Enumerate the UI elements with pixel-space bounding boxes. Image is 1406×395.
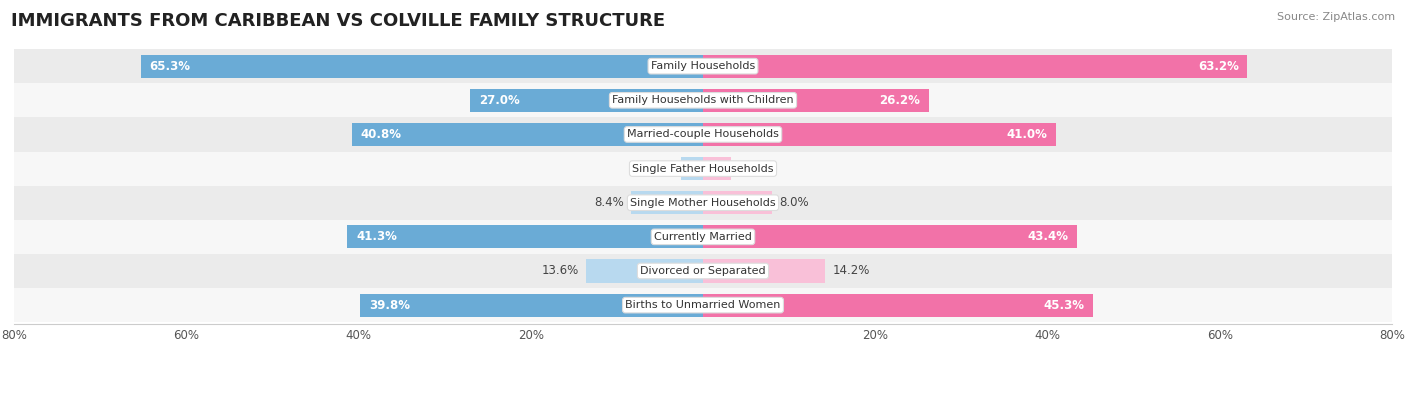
Bar xyxy=(631,191,703,214)
Bar xyxy=(352,123,703,146)
Text: 8.0%: 8.0% xyxy=(779,196,808,209)
Text: 13.6%: 13.6% xyxy=(541,265,579,278)
Bar xyxy=(703,293,1092,317)
Text: 26.2%: 26.2% xyxy=(879,94,920,107)
Text: 3.3%: 3.3% xyxy=(738,162,768,175)
Bar xyxy=(471,89,703,112)
Text: 43.4%: 43.4% xyxy=(1028,230,1069,243)
Bar xyxy=(14,254,1392,288)
Text: IMMIGRANTS FROM CARIBBEAN VS COLVILLE FAMILY STRUCTURE: IMMIGRANTS FROM CARIBBEAN VS COLVILLE FA… xyxy=(11,12,665,30)
Text: 27.0%: 27.0% xyxy=(479,94,520,107)
Text: Family Households with Children: Family Households with Children xyxy=(612,95,794,105)
Bar xyxy=(14,49,1392,83)
Text: Divorced or Separated: Divorced or Separated xyxy=(640,266,766,276)
Bar xyxy=(703,89,928,112)
Bar xyxy=(703,225,1077,248)
Text: 39.8%: 39.8% xyxy=(368,299,411,312)
Bar xyxy=(703,191,772,214)
Text: 40.8%: 40.8% xyxy=(360,128,401,141)
Bar xyxy=(682,157,703,180)
Bar xyxy=(14,186,1392,220)
Text: 2.5%: 2.5% xyxy=(645,162,675,175)
Text: Currently Married: Currently Married xyxy=(654,232,752,242)
Text: 8.4%: 8.4% xyxy=(593,196,624,209)
Text: Family Households: Family Households xyxy=(651,61,755,71)
Text: 14.2%: 14.2% xyxy=(832,265,869,278)
Bar xyxy=(141,55,703,78)
Bar xyxy=(14,152,1392,186)
Bar xyxy=(703,260,825,282)
Bar xyxy=(14,220,1392,254)
Text: Source: ZipAtlas.com: Source: ZipAtlas.com xyxy=(1277,12,1395,22)
Bar xyxy=(703,55,1247,78)
Bar xyxy=(14,117,1392,152)
Bar xyxy=(14,288,1392,322)
Text: Births to Unmarried Women: Births to Unmarried Women xyxy=(626,300,780,310)
Text: Married-couple Households: Married-couple Households xyxy=(627,130,779,139)
Text: 45.3%: 45.3% xyxy=(1043,299,1084,312)
Text: 41.3%: 41.3% xyxy=(356,230,396,243)
Bar xyxy=(360,293,703,317)
Bar xyxy=(703,123,1056,146)
Text: Single Mother Households: Single Mother Households xyxy=(630,198,776,208)
Bar xyxy=(14,83,1392,117)
Bar xyxy=(703,157,731,180)
Bar xyxy=(347,225,703,248)
Text: 63.2%: 63.2% xyxy=(1198,60,1239,73)
Bar xyxy=(586,260,703,282)
Text: Single Father Households: Single Father Households xyxy=(633,164,773,173)
Text: 41.0%: 41.0% xyxy=(1007,128,1047,141)
Text: 65.3%: 65.3% xyxy=(149,60,190,73)
